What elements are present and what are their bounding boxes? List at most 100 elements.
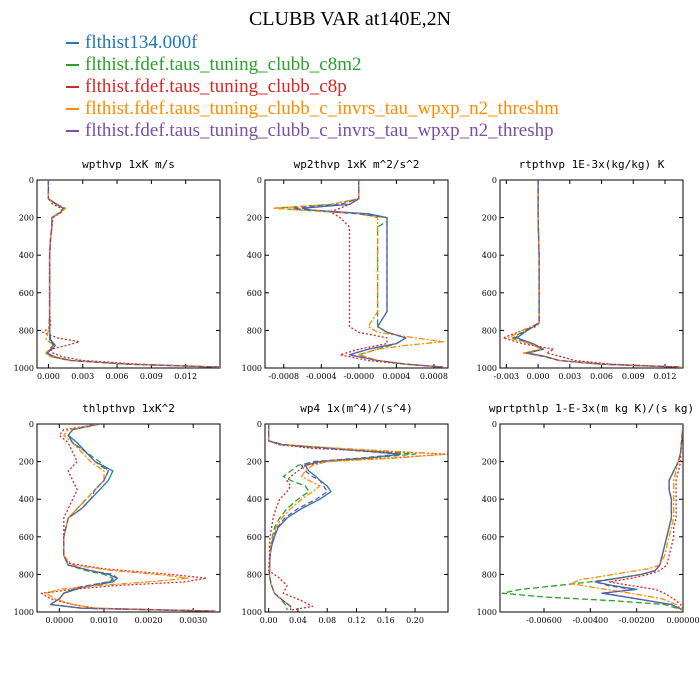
- x-tick-label: 0.16: [377, 616, 395, 625]
- y-tick-label: 0: [492, 176, 497, 185]
- series-line: [45, 424, 216, 612]
- x-tick-label: 0.0000: [45, 616, 73, 625]
- y-tick-label: 0: [29, 420, 34, 429]
- legend-swatch: [66, 64, 79, 66]
- x-tick-label: 0.0020: [135, 616, 163, 625]
- series-line: [502, 180, 681, 368]
- series-line: [49, 424, 216, 612]
- y-tick-label: 200: [482, 214, 497, 223]
- legend-swatch: [66, 108, 79, 110]
- y-tick-label: 800: [247, 326, 262, 335]
- x-tick-label: -0.00600: [526, 616, 562, 625]
- panel-title: wpthvp 1xK m/s: [82, 158, 175, 171]
- x-tick-label: 0.003: [558, 372, 581, 381]
- legend-item: flthist.fdef.taus_tuning_clubb_c8p: [66, 76, 559, 98]
- y-tick-label: 200: [247, 458, 262, 467]
- x-tick-label: 0.0004: [382, 372, 410, 381]
- plot-frame: [264, 179, 449, 369]
- x-tick-label: 0.003: [71, 372, 94, 381]
- x-tick-label: 0.0030: [179, 616, 207, 625]
- y-tick-label: 200: [482, 458, 497, 467]
- x-tick-label: -0.00400: [572, 616, 608, 625]
- series-line: [516, 180, 681, 368]
- panel-title: thlpthvp 1xK^2: [82, 402, 175, 415]
- plot-frame: [36, 179, 221, 369]
- y-tick-label: 400: [247, 251, 262, 260]
- series-line: [40, 424, 216, 612]
- x-tick-label: 0.00000: [666, 616, 699, 625]
- chart-panel: wprtpthlp 1-E-3x(m kg K)/(s kg) -0.00600 -…: [477, 402, 700, 625]
- legend-swatch: [66, 86, 79, 88]
- panel-title: rtpthvp 1E-3x(kg/kg) K: [519, 158, 665, 171]
- legend-item: flthist134.000f: [66, 32, 559, 54]
- series-line: [46, 180, 220, 368]
- series-line: [42, 180, 220, 368]
- series-line: [514, 180, 681, 368]
- y-tick-label: 0: [492, 420, 497, 429]
- chart-panel: thlpthvp 1xK^2 0.0000 0.0010 0.0020 0.0030 0 2…: [14, 402, 221, 625]
- x-tick-label: 0.000: [527, 372, 550, 381]
- y-tick-label: 800: [19, 570, 34, 579]
- y-tick-label: 600: [19, 289, 34, 298]
- panel-title: wp4 1x(m^4)/(s^4): [300, 402, 413, 415]
- legend-label: flthist134.000f: [85, 32, 198, 53]
- x-tick-label: 0.0008: [420, 372, 448, 381]
- series-line: [273, 180, 444, 368]
- x-tick-label: 0.0010: [90, 616, 118, 625]
- y-tick-label: 200: [247, 214, 262, 223]
- y-tick-label: 600: [482, 289, 497, 298]
- y-tick-label: 0: [29, 176, 34, 185]
- series-line: [501, 424, 683, 611]
- x-tick-label: 0.006: [590, 372, 613, 381]
- series-line: [46, 180, 220, 368]
- legend-label: flthist.fdef.taus_tuning_clubb_c8p: [85, 76, 347, 97]
- x-tick-label: -0.003: [494, 372, 520, 381]
- series-line: [330, 180, 444, 368]
- x-tick-label: -0.0004: [306, 372, 337, 381]
- y-tick-label: 400: [247, 495, 262, 504]
- series-line: [512, 180, 681, 368]
- x-tick-label: 0.04: [289, 616, 307, 625]
- legend-label: flthist.fdef.taus_tuning_clubb_c_invrs_t…: [85, 98, 559, 119]
- plot-frame: [499, 179, 684, 369]
- series-line: [273, 180, 444, 368]
- series-line: [49, 424, 216, 612]
- x-tick-label: 0.012: [654, 372, 677, 381]
- x-tick-label: 0.20: [406, 616, 424, 625]
- series-line: [608, 424, 683, 611]
- chart-panel: rtpthvp 1E-3x(kg/kg) K -0.003 0.000 0.003 0.…: [477, 158, 684, 381]
- y-tick-label: 200: [19, 214, 34, 223]
- series-line: [45, 180, 220, 368]
- y-tick-label: 800: [482, 570, 497, 579]
- x-tick-label: 0.012: [174, 372, 197, 381]
- x-tick-label: 0.00: [260, 616, 278, 625]
- y-tick-label: 1000: [242, 364, 262, 373]
- x-tick-label: 0.000: [37, 372, 60, 381]
- y-tick-label: 1000: [477, 364, 497, 373]
- panel-title: wprtpthlp 1-E-3x(m kg K)/(s kg): [489, 402, 694, 415]
- y-tick-label: 200: [19, 458, 34, 467]
- y-tick-label: 400: [482, 251, 497, 260]
- panel-title: wp2thvp 1xK m^2/s^2: [294, 158, 420, 171]
- x-tick-label: -0.00200: [619, 616, 655, 625]
- series-line: [268, 424, 448, 611]
- x-tick-label: 0.006: [106, 372, 129, 381]
- y-tick-label: 400: [482, 495, 497, 504]
- legend-item: flthist.fdef.taus_tuning_clubb_c8m2: [66, 54, 559, 76]
- series-line: [268, 424, 416, 611]
- y-tick-label: 1000: [477, 608, 497, 617]
- series-line: [268, 424, 445, 611]
- y-tick-label: 1000: [242, 608, 262, 617]
- x-tick-label: -0.0008: [268, 372, 299, 381]
- chart-panel: wpthvp 1xK m/s 0.000 0.003 0.006 0.009 0.012 0…: [14, 158, 221, 381]
- legend-label: flthist.fdef.taus_tuning_clubb_c_invrs_t…: [85, 120, 554, 141]
- y-tick-label: 800: [482, 326, 497, 335]
- y-tick-label: 600: [247, 289, 262, 298]
- x-tick-label: 0.12: [348, 616, 366, 625]
- y-tick-label: 0: [257, 420, 262, 429]
- chart-panel: wp2thvp 1xK m^2/s^2 -0.0008 -0.0004 -0.0000…: [242, 158, 449, 381]
- y-tick-label: 400: [19, 495, 34, 504]
- y-tick-label: 400: [19, 251, 34, 260]
- chart-panel: wp4 1x(m^4)/(s^4) 0.00 0.04 0.08 0.12 0.16 0.2…: [242, 402, 449, 625]
